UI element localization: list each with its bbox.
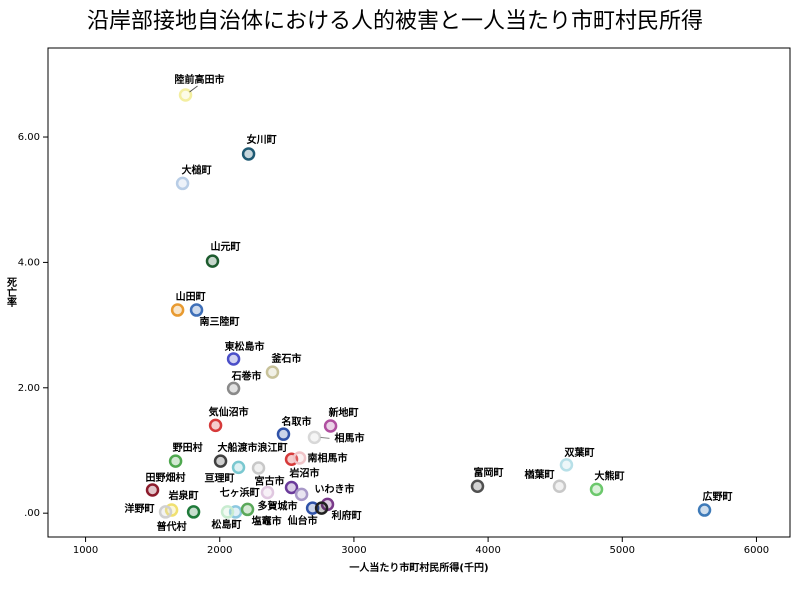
leader-line <box>189 85 198 93</box>
point-label: 岩沼市 <box>289 466 320 479</box>
point-label: 釜石市 <box>270 352 301 365</box>
data-point <box>294 487 309 502</box>
data-point <box>276 427 291 441</box>
point-label: 塩竈市 <box>252 514 282 527</box>
data-point <box>158 505 173 519</box>
data-point <box>170 303 185 317</box>
point-label: 女川町 <box>247 133 277 146</box>
data-point <box>314 501 329 515</box>
data-point <box>589 482 604 497</box>
point-label: 大槌町 <box>182 163 212 176</box>
point-label: 大熊町 <box>595 469 625 482</box>
data-point <box>175 176 190 191</box>
data-point <box>284 480 299 495</box>
x-tick-label: 5000 <box>610 545 635 556</box>
y-tick-label: 4.00 <box>18 257 40 268</box>
data-point <box>240 502 255 517</box>
point-label: 多賀城市 <box>258 499 298 512</box>
data-point <box>241 147 256 161</box>
data-point <box>145 483 160 497</box>
chart-title: 沿岸部接地自治体における人的被害と一人当たり市町村民所得 <box>87 9 703 34</box>
data-point <box>186 505 201 519</box>
point-label: 楢葉町 <box>524 468 554 481</box>
data-point <box>265 365 280 379</box>
data-point <box>251 461 266 475</box>
point-label: 仙台市 <box>288 514 318 527</box>
point-label: 南相馬市 <box>308 451 348 464</box>
data-point <box>205 254 220 268</box>
data-point <box>697 503 712 517</box>
data-point <box>213 454 228 468</box>
data-point <box>226 381 241 396</box>
point-label: 石巻市 <box>231 369 262 382</box>
data-point <box>552 479 567 493</box>
point-label: 東松島市 <box>225 340 265 353</box>
point-label: 七ヶ浜町 <box>220 486 260 499</box>
x-tick-label: 4000 <box>475 545 500 556</box>
point-label: 岩泉町 <box>168 489 199 502</box>
y-tick-label: 6.00 <box>18 132 40 143</box>
point-label: 松島町 <box>212 518 242 531</box>
point-label: 新地町 <box>329 406 359 419</box>
point-label: 相馬市 <box>334 431 364 444</box>
x-tick-label: 2000 <box>207 545 232 556</box>
point-label: 利府町 <box>332 509 362 522</box>
data-point <box>307 430 322 445</box>
x-axis-label: 一人当たり市町村民所得(千円) <box>349 561 488 574</box>
point-label: 野田村 <box>173 441 203 454</box>
plot-frame <box>47 47 791 538</box>
point-label: 山元町 <box>211 240 241 253</box>
point-label: 双葉町 <box>564 446 594 459</box>
point-label: 山田町 <box>176 290 206 303</box>
point-label: 南三陸町 <box>200 315 240 328</box>
y-tick-label: .00 <box>24 508 40 519</box>
y-axis-label: 死亡率 <box>5 277 17 308</box>
point-label: 大船渡市 <box>218 441 258 454</box>
point-label: 陸前高田市 <box>175 73 225 86</box>
data-point <box>260 485 275 500</box>
point-label: 名取市 <box>281 415 311 428</box>
data-point <box>323 419 338 433</box>
x-tick-label: 1000 <box>73 545 98 556</box>
data-point <box>226 352 241 366</box>
data-point <box>168 454 183 468</box>
data-point <box>189 303 204 317</box>
data-point <box>178 88 193 102</box>
data-point <box>292 451 307 465</box>
x-tick-label: 3000 <box>341 545 366 556</box>
y-tick-label: 2.00 <box>18 383 40 394</box>
leader-line <box>320 436 330 439</box>
point-label: 浪江町 <box>258 441 288 454</box>
data-point <box>208 418 223 433</box>
data-point <box>470 479 485 493</box>
point-label: 宮古市 <box>255 474 285 487</box>
point-label: 普代村 <box>157 520 187 533</box>
point-label: いわき市 <box>314 482 354 495</box>
data-point <box>220 505 235 519</box>
point-label: 洋野町 <box>125 502 155 515</box>
data-point <box>231 460 246 475</box>
data-point <box>559 458 574 472</box>
point-label: 気仙沼市 <box>208 405 249 418</box>
x-tick-label: 6000 <box>744 545 769 556</box>
point-label: 田野畑村 <box>146 471 186 484</box>
point-label: 亘理町 <box>205 472 235 484</box>
data-point <box>305 501 320 515</box>
point-label: 広野町 <box>703 490 733 503</box>
point-label: 富岡町 <box>474 466 504 479</box>
